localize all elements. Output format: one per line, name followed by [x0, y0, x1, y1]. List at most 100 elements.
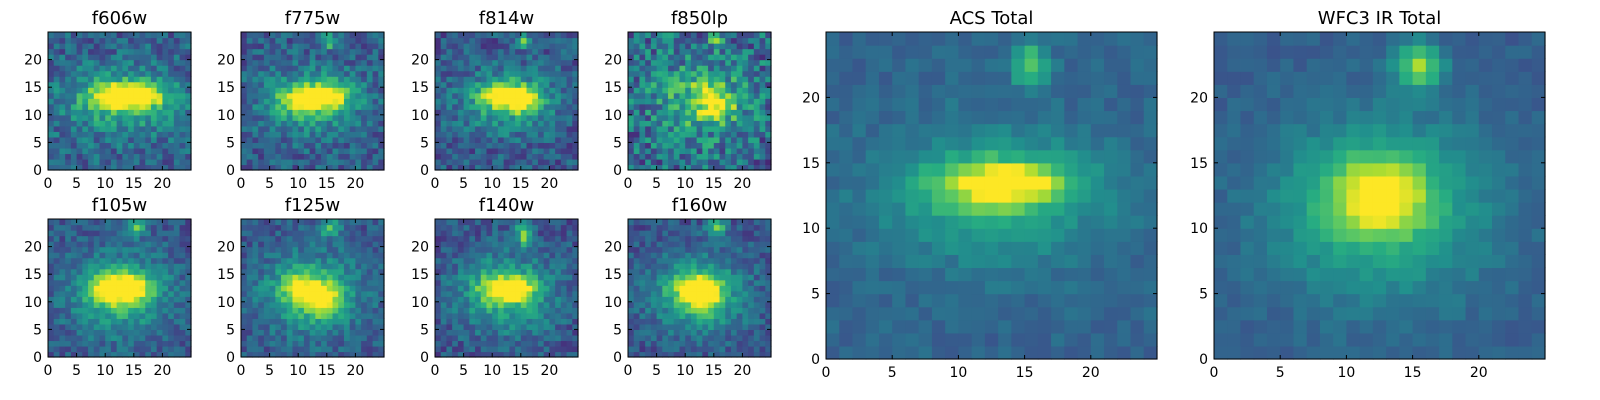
heatmap-cell — [503, 224, 510, 231]
heatmap-cell — [469, 153, 476, 160]
heatmap-cell — [765, 103, 772, 110]
heatmap-cell — [281, 301, 288, 308]
heatmap-cell — [173, 131, 181, 138]
heatmap-cell — [321, 153, 328, 160]
heatmap-cell — [702, 92, 709, 99]
heatmap-cell — [702, 296, 709, 303]
heatmap-cell — [145, 329, 152, 336]
heatmap-cell — [475, 70, 482, 77]
heatmap-cell — [736, 301, 743, 308]
heatmap-cell — [463, 54, 470, 61]
heatmap-cell — [435, 48, 442, 55]
heatmap-cell — [736, 158, 743, 166]
heatmap-cell — [560, 114, 568, 121]
heatmap-cell — [355, 125, 362, 132]
heatmap-cell — [315, 340, 322, 347]
heatmap-cell — [286, 312, 294, 319]
heatmap-cell — [338, 224, 345, 231]
heatmap-cell — [736, 120, 743, 127]
heatmap-cell — [93, 120, 101, 127]
heatmap-cells — [628, 219, 772, 358]
heatmap-cell — [742, 65, 749, 72]
heatmap-cell — [435, 312, 442, 319]
heatmap-cell — [292, 76, 299, 83]
heatmap-cell — [298, 142, 305, 149]
heatmap-cell — [645, 114, 652, 121]
heatmap-cell — [88, 136, 95, 143]
heatmap-cell — [765, 48, 772, 55]
heatmap-cell — [555, 76, 562, 83]
heatmap-cell — [736, 59, 743, 66]
heatmap-cell — [361, 241, 368, 248]
heatmap-cell — [366, 131, 374, 138]
heatmap-cell — [628, 274, 635, 281]
heatmap-cell — [463, 268, 470, 275]
heatmap-cell — [343, 301, 351, 308]
heatmap-cell — [309, 241, 316, 248]
heatmap-cell — [281, 114, 288, 121]
heatmap-cell — [503, 329, 510, 336]
heatmap-cell — [555, 235, 562, 242]
heatmap-cell — [452, 334, 459, 342]
heatmap-cell — [309, 48, 316, 55]
heatmap-cell — [292, 43, 299, 50]
heatmap-cell — [668, 318, 675, 325]
heatmap-cell — [736, 279, 743, 286]
heatmap-cell — [526, 323, 533, 330]
heatmap-cell — [105, 241, 112, 248]
heatmap-cell — [355, 153, 362, 160]
heatmap-cell — [82, 219, 89, 226]
heatmap-cell — [742, 131, 749, 138]
heatmap-cell — [116, 296, 123, 303]
heatmap-cell — [520, 323, 528, 330]
heatmap-cell — [572, 136, 579, 143]
heatmap-cell — [252, 43, 259, 50]
heatmap-cell — [179, 114, 186, 121]
heatmap-cell — [572, 301, 579, 308]
heatmap-cell — [139, 235, 146, 242]
heatmap-cell — [446, 219, 453, 226]
heatmap-cell — [469, 230, 476, 237]
heatmap-cell — [48, 219, 55, 226]
heatmap-cell — [332, 114, 339, 121]
heatmap-cell — [321, 164, 328, 171]
heatmap-cell — [258, 164, 265, 171]
heatmap-cell — [469, 274, 476, 281]
heatmap-cell — [88, 125, 95, 132]
heatmap-cell — [696, 153, 703, 160]
heatmap-cell — [543, 307, 550, 314]
heatmap-cell — [105, 296, 112, 303]
heatmap-cell — [725, 158, 732, 166]
heatmap-cell — [355, 92, 362, 99]
heatmap-cell — [343, 307, 351, 314]
heatmap-cell — [708, 48, 715, 55]
heatmap-cell — [179, 147, 186, 155]
heatmap-cell — [343, 241, 351, 248]
heatmap-cell — [349, 334, 356, 342]
heatmap-cell — [492, 109, 499, 116]
heatmap-cell — [480, 345, 488, 353]
heatmap-cell — [378, 323, 385, 330]
heatmap-cell — [332, 48, 339, 55]
heatmap-cell — [475, 43, 482, 50]
heatmap-cell — [702, 103, 709, 110]
heatmap-cell — [679, 92, 686, 99]
heatmap-cell — [378, 301, 385, 308]
heatmap-cell — [452, 43, 459, 50]
heatmap-cell — [88, 147, 95, 155]
heatmap-cell — [572, 147, 579, 155]
heatmap-cell — [59, 48, 66, 55]
heatmap-cell — [65, 43, 72, 50]
heatmap-cell — [759, 92, 766, 99]
heatmap-cell — [315, 65, 322, 72]
heatmap-cell — [326, 109, 334, 116]
heatmap-cell — [122, 263, 129, 270]
heatmap-cell — [349, 37, 356, 44]
heatmap-cell — [668, 103, 675, 110]
heatmap-cell — [168, 252, 175, 259]
heatmap-cell — [116, 307, 123, 314]
heatmap-cell — [53, 257, 61, 264]
heatmap-cell — [759, 274, 766, 281]
heatmap-cell — [685, 125, 692, 132]
heatmap-cell — [566, 257, 573, 264]
